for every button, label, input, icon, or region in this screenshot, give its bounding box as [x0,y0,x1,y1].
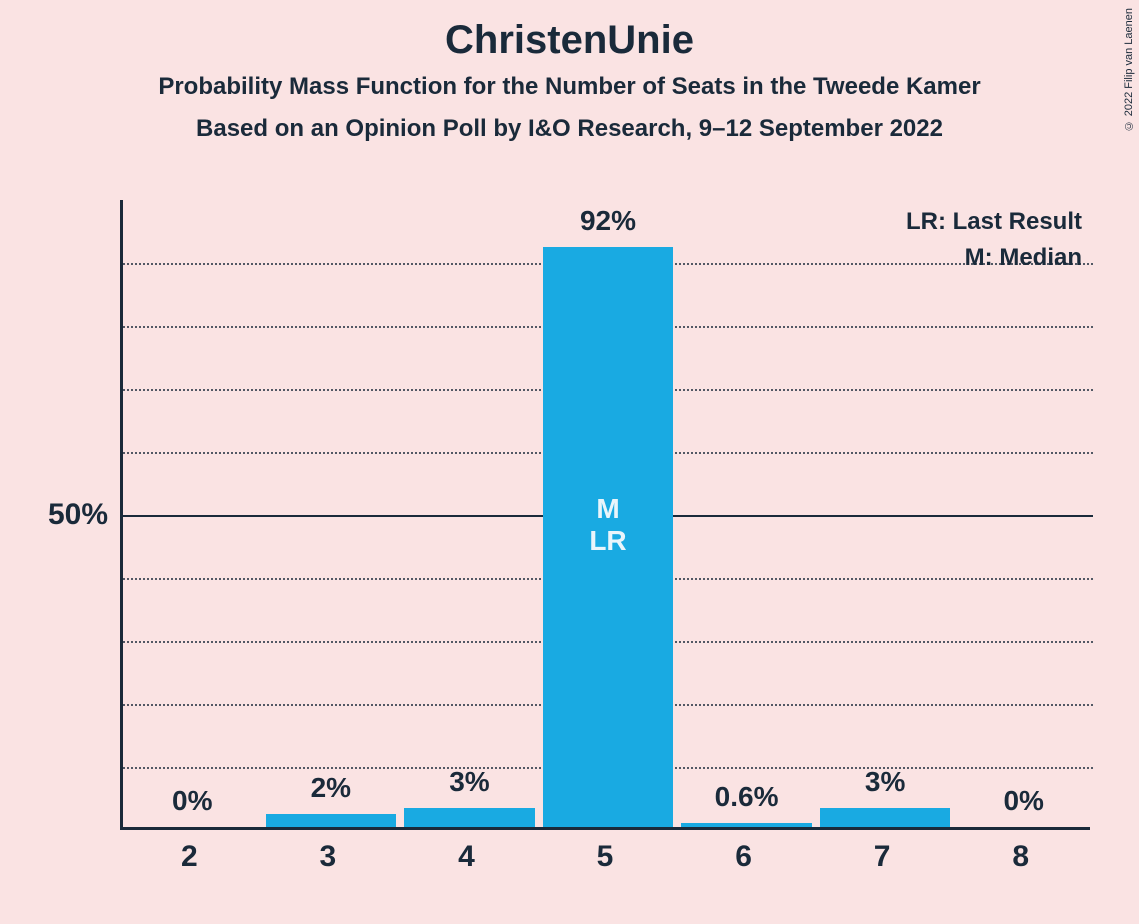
x-axis-tick: 2 [120,840,259,874]
bar [404,808,535,827]
x-axis-tick: 7 [813,840,952,874]
chart-subtitle: Probability Mass Function for the Number… [0,73,1139,101]
chart-area: 0%2%3%92%MLR0.6%3%0% LR: Last Result M: … [120,200,1090,830]
x-axis-tick: 6 [674,840,813,874]
legend-m: M: Median [906,240,1082,276]
bar-value-label: 0.6% [677,781,816,819]
x-axis-tick: 8 [951,840,1090,874]
bar-slot: 3% [816,197,955,827]
bar-value-label: 3% [816,766,955,804]
x-axis-tick: 5 [536,840,675,874]
bar [820,808,951,827]
chart-source: Based on an Opinion Poll by I&O Research… [0,115,1139,143]
y-axis-tick-50: 50% [48,498,108,532]
bar-marker-label: MLR [539,493,678,557]
bar [266,814,397,827]
bar-value-label: 2% [262,772,401,810]
legend-lr: LR: Last Result [906,204,1082,240]
bar-slot: 2% [262,197,401,827]
x-axis-tick: 4 [397,840,536,874]
bar-value-label: 0% [954,785,1093,823]
bars-container: 0%2%3%92%MLR0.6%3%0% [123,197,1093,827]
bar-value-label: 3% [400,766,539,804]
bar-slot: 3% [400,197,539,827]
legend: LR: Last Result M: Median [906,204,1082,276]
x-axis-tick: 3 [259,840,398,874]
bar-value-label: 92% [539,205,678,243]
bar [681,823,812,827]
bar-value-label: 0% [123,785,262,823]
copyright-text: © 2022 Filip van Laenen [1123,8,1135,131]
plot-area: 0%2%3%92%MLR0.6%3%0% LR: Last Result M: … [120,200,1090,830]
bar-slot: 92% MLR [539,197,678,827]
bar-slot: 0% [123,197,262,827]
bar-slot: 0% [954,197,1093,827]
bar-slot: 0.6% [677,197,816,827]
chart-title: ChristenUnie [0,0,1139,63]
